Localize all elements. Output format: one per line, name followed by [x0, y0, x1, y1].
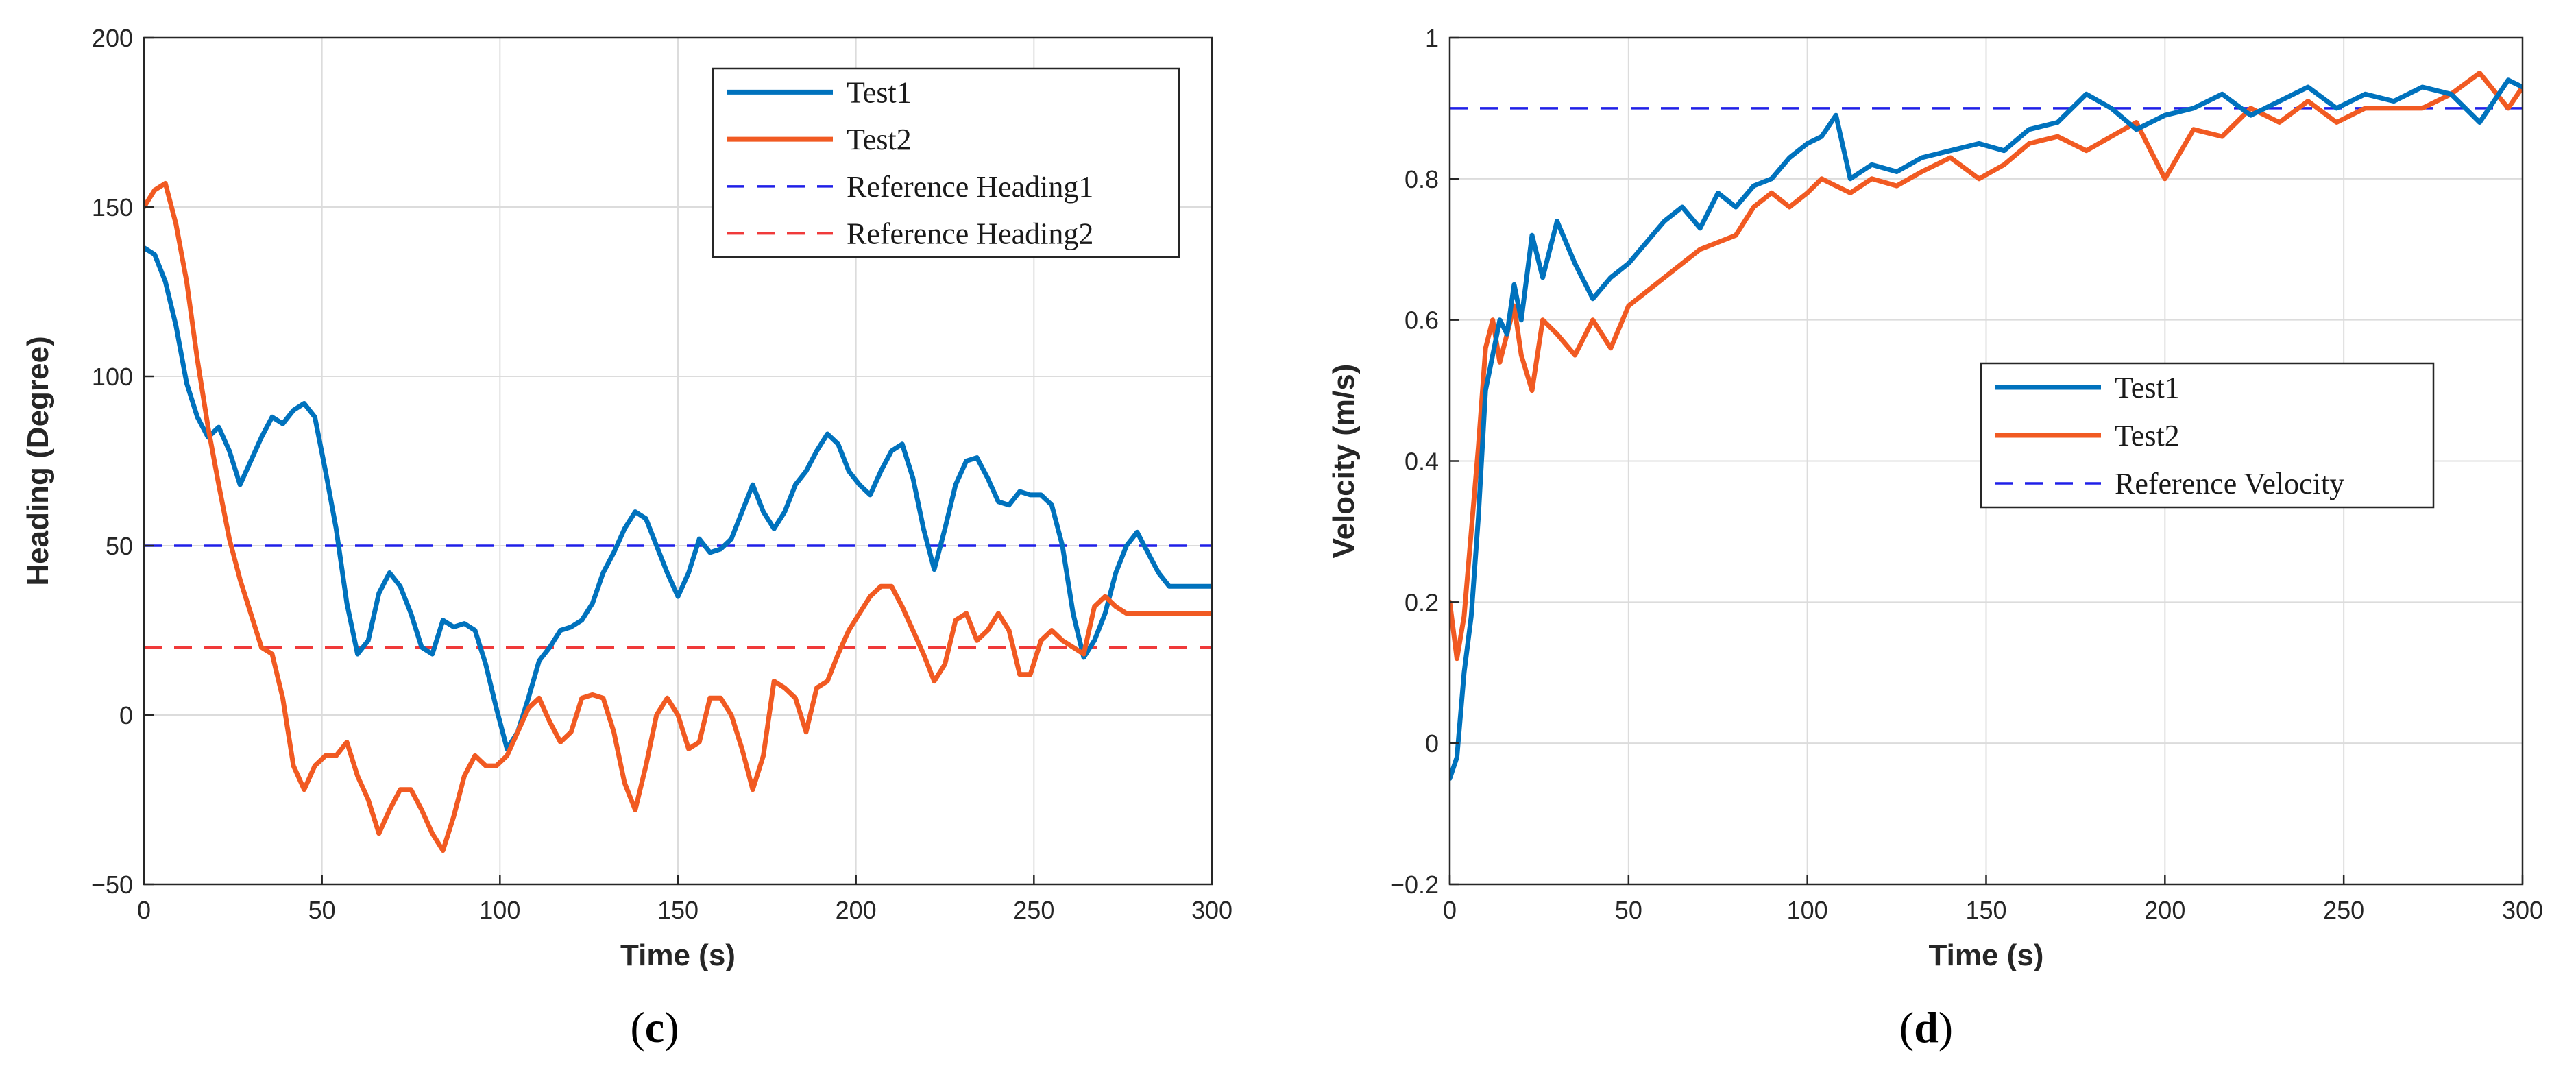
y-tick-label: 1 [1425, 24, 1439, 52]
legend: Test1 Test2 Reference Heading1 Reference He… [712, 67, 1180, 258]
y-tick-label: 0.4 [1405, 448, 1439, 476]
caption-open-paren: ( [1899, 1003, 1914, 1052]
y-tick-label: 0 [1425, 729, 1439, 758]
x-tick-label: 0 [1443, 896, 1457, 924]
legend-label: Reference Heading1 [847, 170, 1093, 204]
legend: Test1 Test2 Reference Velocity [1980, 362, 2435, 509]
y-axis-label: Velocity (m/s) [1327, 364, 1361, 559]
series-group [144, 180, 1212, 853]
y-tick-label: 150 [92, 193, 133, 221]
legend-label: Test2 [847, 123, 912, 156]
x-tick-label: 250 [2323, 896, 2364, 924]
caption-letter: d [1914, 1003, 1939, 1052]
y-tick-label: 200 [92, 24, 133, 52]
legend-label: Reference Velocity [2115, 467, 2344, 500]
x-tick-label: 150 [657, 896, 698, 924]
legend-label: Reference Heading2 [847, 217, 1093, 251]
series-line-test1 [1450, 77, 2523, 782]
x-tick-label: 100 [479, 896, 520, 924]
x-tick-label: 200 [836, 896, 877, 924]
chart-panel-d: 0 50 100 150 200 250 300−0.200.20.40.60.81Time… [1327, 24, 2543, 1052]
x-tick-label: 200 [2144, 896, 2185, 924]
series-group [1450, 71, 2523, 782]
y-tick-label: 100 [92, 363, 133, 391]
legend-label: Test2 [2115, 419, 2180, 452]
series-line-test2 [1450, 71, 2523, 662]
caption-open-paren: ( [630, 1003, 644, 1052]
caption-close-paren: ) [664, 1003, 679, 1052]
y-tick-label: 0.8 [1405, 165, 1439, 193]
y-axis-label: Heading (Degree) [21, 336, 55, 585]
caption-close-paren: ) [1939, 1003, 1953, 1052]
x-tick-label: 250 [1013, 896, 1054, 924]
x-axis-label: Time (s) [1929, 938, 2044, 972]
legend-box [712, 67, 1180, 258]
x-tick-label: 150 [1965, 896, 2006, 924]
panel-caption: (d) [1899, 1003, 1953, 1052]
series-line-test1 [144, 245, 1212, 751]
panel-caption: (c) [630, 1003, 679, 1052]
y-tick-label: −50 [91, 871, 133, 899]
caption-letter: c [645, 1003, 664, 1052]
y-tick-label: 50 [106, 532, 133, 560]
legend-label: Test1 [847, 75, 912, 109]
x-tick-label: 0 [137, 896, 151, 924]
x-tick-label: 50 [1615, 896, 1642, 924]
x-tick-label: 50 [308, 896, 336, 924]
y-tick-label: −0.2 [1390, 871, 1439, 899]
x-tick-label: 300 [2502, 896, 2543, 924]
y-tick-label: 0.6 [1405, 306, 1439, 335]
y-tick-label: 0.2 [1405, 588, 1439, 616]
x-axis-label: Time (s) [620, 938, 736, 972]
y-tick-label: 0 [119, 701, 133, 729]
x-tick-label: 300 [1191, 896, 1232, 924]
legend-label: Test1 [2115, 371, 2180, 404]
x-tick-label: 100 [1787, 896, 1828, 924]
series-line-test2 [144, 180, 1212, 853]
